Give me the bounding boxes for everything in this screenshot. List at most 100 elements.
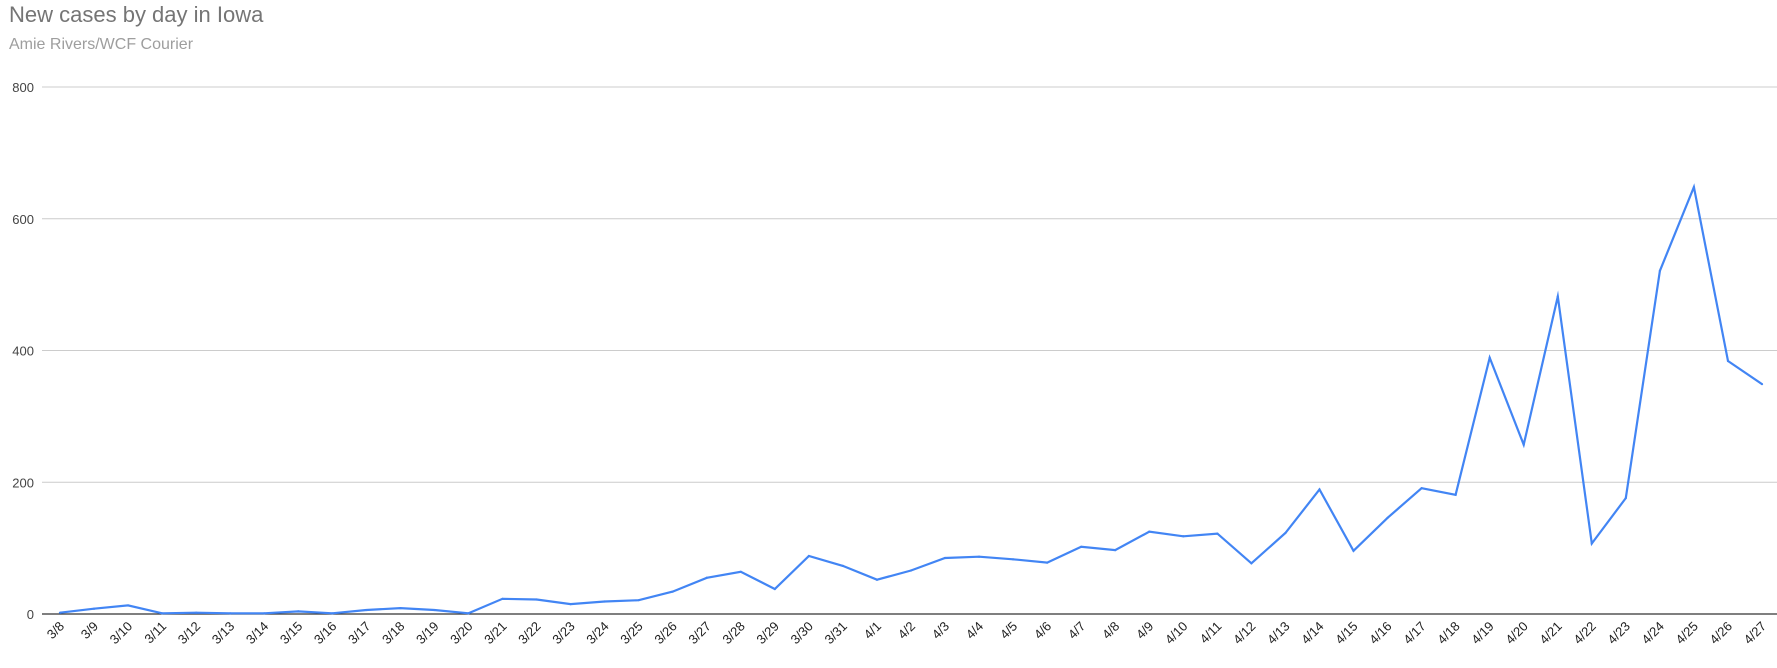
y-tick-label: 800 [12,80,34,95]
data-point [977,555,981,558]
data-point [807,554,810,558]
data-point [1148,530,1151,533]
data-point [195,611,198,614]
data-point [1726,359,1730,363]
y-tick-label: 200 [12,475,34,490]
data-point [909,569,913,572]
x-tick-label: 3/16 [311,619,340,648]
data-point [1624,496,1627,500]
data-point [875,578,879,581]
series-layer [59,183,1763,615]
x-tick-label: 4/11 [1197,619,1225,647]
data-point [229,612,232,615]
data-point [161,612,164,615]
data-point [1420,487,1423,490]
data-point [1522,443,1525,446]
x-tick-label: 3/28 [719,619,748,648]
x-tick-label: 4/24 [1638,619,1667,648]
data-point [603,600,606,603]
x-tick-label: 4/6 [1031,619,1054,642]
x-tick-label: 4/21 [1536,619,1565,648]
data-point [1658,269,1661,272]
x-tick-label: 3/29 [753,619,782,648]
x-tick-label: 4/4 [963,619,986,642]
data-point [1182,535,1185,538]
data-point [263,612,266,615]
data-point [1250,562,1253,565]
y-tick-label: 0 [27,607,34,622]
x-tick-label: 4/26 [1707,619,1736,648]
x-tick-label: 3/13 [209,619,238,648]
x-tick-label: 4/1 [861,619,884,642]
data-point [1080,545,1083,548]
chart-subtitle: Amie Rivers/WCF Courier [9,36,194,53]
chart-title: New cases by day in Iowa [9,2,264,27]
x-tick-label: 4/2 [895,619,918,642]
x-tick-label: 4/17 [1400,619,1429,648]
x-tick-label: 3/11 [141,619,169,647]
x-tick-label: 3/17 [345,619,374,648]
x-tick-label: 4/5 [997,619,1020,642]
y-tick-label: 400 [12,344,34,359]
data-point [467,612,470,615]
y-tick-label: 600 [12,212,34,227]
x-tick-label: 4/3 [929,619,952,642]
x-tick-label: 3/30 [787,619,816,648]
x-tick-label: 4/12 [1230,619,1259,648]
data-point [1114,549,1117,552]
data-point [1454,493,1457,496]
x-axis-ticks: 3/8 3/9 3/10 3/11 3/12 3/13 3/14 3/15 3/16 3/17 3/… [44,619,1769,648]
series-line [59,183,1763,615]
data-point [1046,561,1049,564]
data-point [637,599,640,602]
data-point [501,597,504,600]
data-point [297,610,300,613]
data-point [331,612,334,615]
data-point [1012,558,1015,561]
gridlines [42,86,1777,615]
x-tick-label: 3/12 [175,619,204,648]
x-tick-label: 3/10 [107,619,136,648]
data-point [1760,382,1764,386]
x-tick-label: 3/19 [413,619,442,648]
data-point [92,607,96,610]
x-tick-label: 4/18 [1434,619,1463,648]
y-axis-ticks: 0 200 400 600 800 [12,80,34,622]
x-tick-label: 4/14 [1298,619,1327,648]
data-point [1692,186,1696,189]
x-tick-label: 3/25 [617,619,646,648]
x-tick-label: 4/15 [1332,619,1361,648]
data-point [1284,531,1287,535]
data-point [1590,542,1593,545]
x-tick-label: 3/26 [651,619,680,648]
data-point [1318,488,1321,491]
x-tick-label: 3/22 [515,619,544,648]
data-point [841,564,845,568]
x-tick-label: 3/8 [44,619,67,642]
x-tick-label: 4/19 [1468,619,1497,648]
data-point [1556,295,1559,298]
data-point [58,611,62,614]
data-point [1488,356,1491,359]
data-point [433,608,436,612]
x-tick-label: 4/25 [1673,619,1702,648]
x-tick-label: 3/20 [447,619,476,648]
data-points [58,186,1764,615]
x-tick-label: 4/23 [1604,619,1633,648]
data-point [739,570,742,573]
x-tick-label: 4/22 [1570,619,1599,648]
x-tick-label: 3/15 [277,619,306,648]
data-point [943,556,947,560]
x-tick-label: 3/27 [685,619,714,648]
x-tick-label: 4/8 [1099,619,1122,642]
x-tick-label: 4/16 [1366,619,1395,648]
data-point [1216,532,1219,535]
data-point [399,606,402,610]
x-tick-label: 4/7 [1065,619,1088,642]
x-tick-label: 3/23 [549,619,578,648]
x-tick-label: 4/13 [1264,619,1293,648]
data-point [569,603,572,606]
x-tick-label: 4/20 [1502,619,1531,648]
x-tick-label: 4/10 [1162,619,1191,648]
